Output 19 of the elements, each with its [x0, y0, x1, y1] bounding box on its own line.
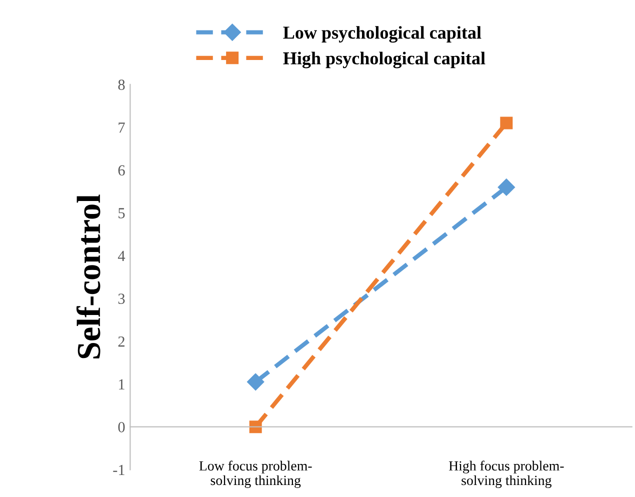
y-tick-label: 6	[118, 165, 125, 176]
x-tick-label: High focus problem- solving thinking	[448, 460, 564, 488]
point	[247, 373, 264, 390]
point	[500, 116, 513, 130]
y-tick-label: 7	[118, 122, 125, 133]
y-tick-label: 0	[118, 422, 125, 432]
y-tick-label: 1	[119, 379, 124, 390]
y-tick-label: 5	[118, 208, 125, 218]
legend-label: High psychological capital	[283, 52, 486, 68]
y-tick-label: 2	[118, 336, 124, 347]
y-tick-label: 4	[118, 250, 126, 261]
legend-label: Low psychological capital	[283, 26, 482, 43]
point	[498, 178, 515, 196]
y-tick-label: -1	[113, 464, 124, 475]
point	[249, 420, 262, 434]
y-tick-label: 3	[118, 294, 125, 304]
y-axis-title: Self-control	[76, 194, 100, 358]
x-tick-label: Low focus problem- solving thinking	[199, 460, 312, 488]
y-tick-label: 8	[118, 80, 125, 90]
